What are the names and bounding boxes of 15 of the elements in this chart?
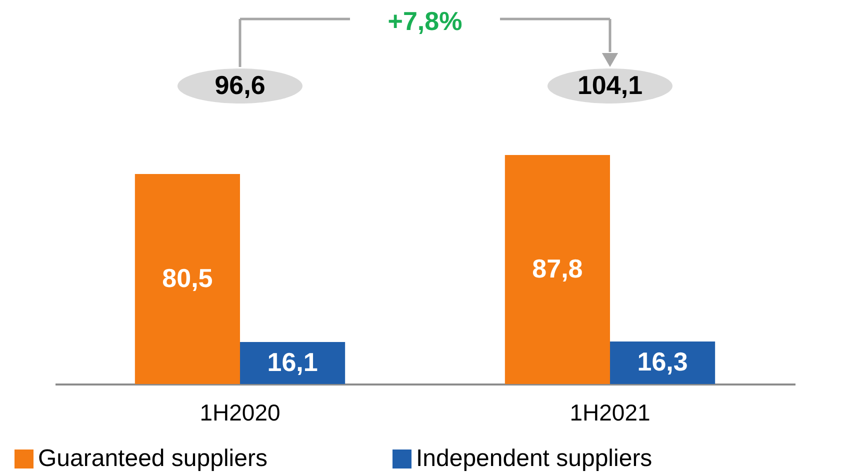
bar	[240, 342, 346, 384]
data-label: 16,1	[267, 347, 318, 378]
bar	[504, 155, 610, 384]
x-tick-label: 1H2020	[200, 400, 280, 426]
data-label: 87,8	[532, 254, 583, 284]
legend-label: Guaranteed suppliers	[38, 445, 268, 472]
data-label: 16,3	[637, 346, 688, 377]
data-label: 80,5	[162, 263, 213, 294]
bar	[134, 174, 240, 384]
text: +7,8%	[388, 6, 462, 36]
total-label: 96,6	[214, 70, 266, 100]
bar	[610, 341, 716, 384]
x-tick-label: 1H2021	[570, 400, 650, 426]
legend-label: Independent suppliers	[416, 445, 652, 472]
total-label: 104,1	[577, 70, 643, 100]
